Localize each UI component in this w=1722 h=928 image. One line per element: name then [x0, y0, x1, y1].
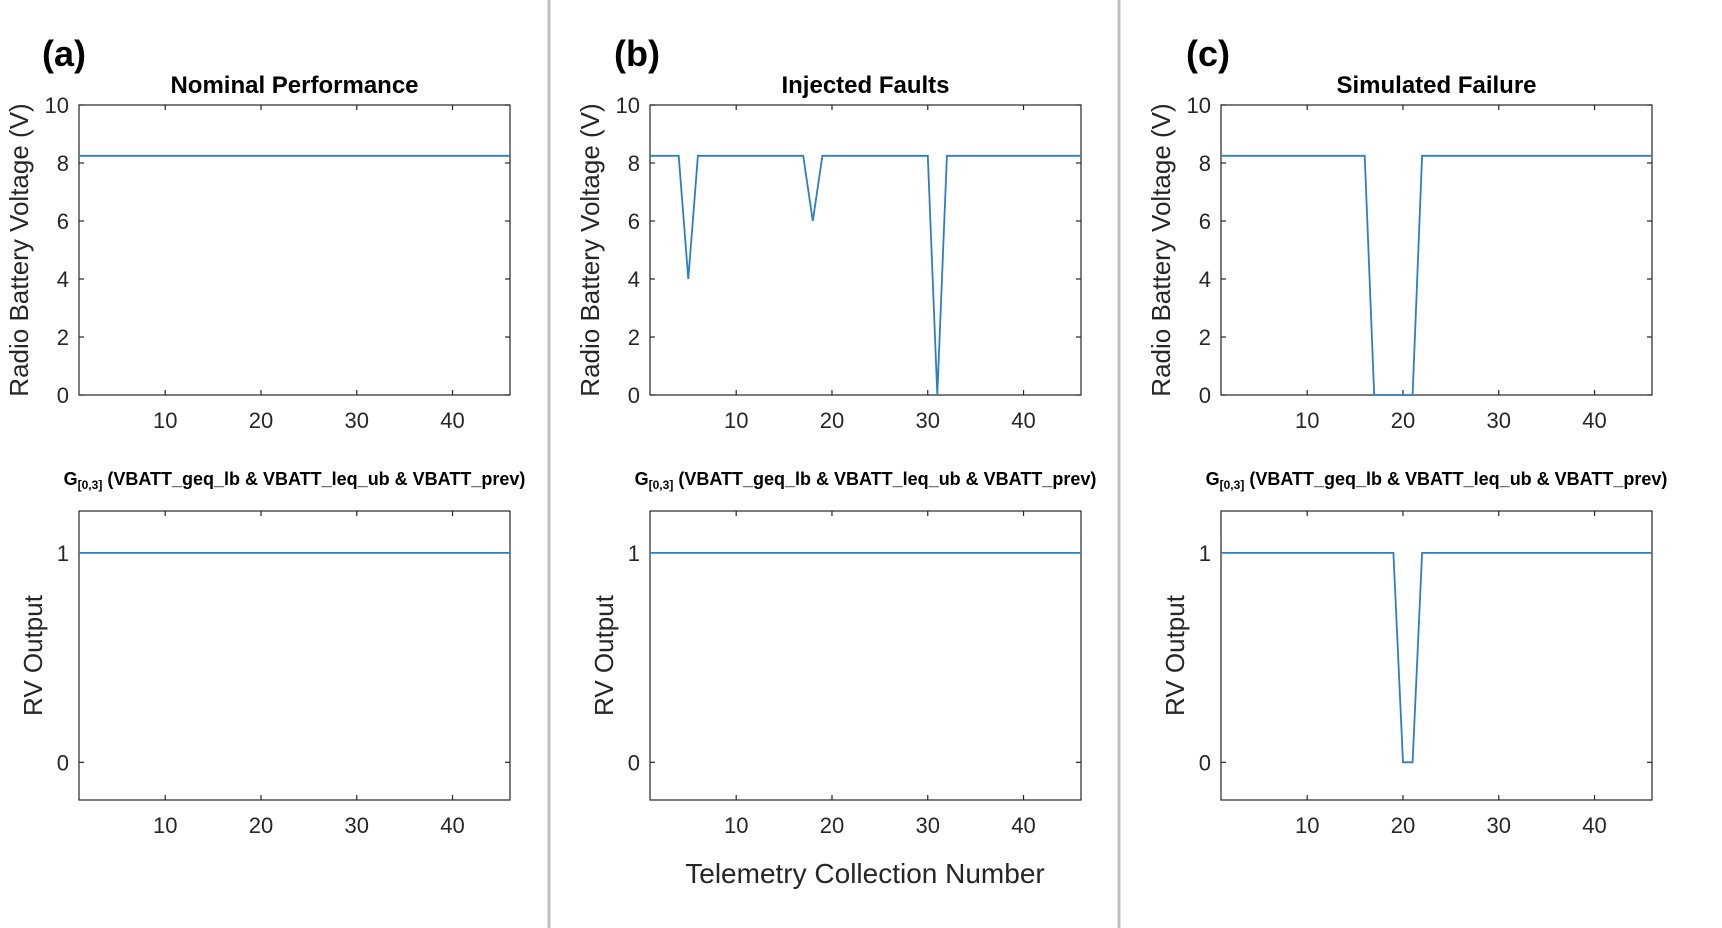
x-tick-label: 10	[1295, 813, 1319, 838]
voltage-chart-3: 10 20 30 40 0 2 4 6 8 10 Radio Battery Voltage (V)…	[1146, 33, 1653, 433]
x-tick-label: 30	[345, 408, 369, 433]
plot-area	[1220, 510, 1653, 801]
series-line	[1221, 154, 1652, 396]
y-axis-label: Radio Battery Voltage (V)	[575, 103, 605, 396]
y-tick-label: 4	[1199, 267, 1211, 292]
y-axis-label: RV Output	[18, 594, 48, 716]
plot-area	[1220, 104, 1653, 396]
x-tick-label: 30	[1487, 813, 1511, 838]
x-tick-label: 40	[1582, 813, 1606, 838]
figure-x-axis-label: Telemetry Collection Number	[685, 858, 1044, 889]
x-tick-label: 30	[916, 408, 940, 433]
y-tick-label: 2	[1199, 325, 1211, 350]
x-tick-label: 10	[724, 408, 748, 433]
x-tick-label: 20	[249, 408, 273, 433]
x-tick-label: 30	[1487, 408, 1511, 433]
rv-spec-subscript: [0,3]	[649, 478, 674, 492]
x-tick-label: 10	[724, 813, 748, 838]
rv-spec-subscript: [0,3]	[1220, 478, 1245, 492]
y-tick-label: 4	[57, 267, 69, 292]
rv-spec-formula: (VBATT_geq_lb & VBATT_leq_ub & VBATT_pre…	[102, 469, 525, 489]
panel-letter: (c)	[1186, 33, 1230, 74]
y-tick-label: 10	[616, 93, 640, 118]
panel-letter: (a)	[42, 33, 86, 74]
y-tick-label: 1	[1199, 541, 1211, 566]
y-tick-label: 2	[57, 325, 69, 350]
plot-area	[78, 510, 511, 801]
rv-output-chart-1: 10 20 30 40 0 1 RV Output G[0,3] (VBATT_geq_lb …	[18, 469, 525, 838]
plot-area	[78, 104, 511, 396]
plot-area	[649, 104, 1082, 396]
x-tick-label: 20	[1391, 813, 1415, 838]
x-tick-label: 40	[440, 813, 464, 838]
series-line	[650, 154, 1081, 396]
voltage-chart-2: 10 20 30 40 0 2 4 6 8 10 Radio Battery Voltage (V)…	[575, 33, 1082, 433]
rv-spec-operator: G	[64, 469, 78, 489]
panel-title: Simulated Failure	[1336, 72, 1536, 99]
y-axis-label: Radio Battery Voltage (V)	[1146, 103, 1176, 396]
x-tick-label: 10	[153, 408, 177, 433]
y-tick-label: 0	[1199, 750, 1211, 775]
y-tick-label: 2	[628, 325, 640, 350]
voltage-chart-1: 10 20 30 40 0 2 4 6 8 10 Radio Battery Voltage (V)…	[4, 33, 511, 433]
y-tick-label: 8	[57, 151, 69, 176]
y-tick-label: 6	[1199, 209, 1211, 234]
y-tick-label: 8	[1199, 151, 1211, 176]
x-tick-label: 20	[1391, 408, 1415, 433]
x-tick-label: 20	[249, 813, 273, 838]
x-tick-label: 40	[1582, 408, 1606, 433]
x-tick-label: 40	[1011, 408, 1035, 433]
rv-output-chart-2: 10 20 30 40 0 1 RV Output G[0,3] (VBATT_geq_lb …	[589, 469, 1096, 838]
plot-area	[649, 510, 1082, 801]
y-tick-label: 0	[628, 383, 640, 408]
y-tick-label: 10	[1187, 93, 1211, 118]
x-tick-label: 30	[345, 813, 369, 838]
panel-letter: (b)	[614, 33, 660, 74]
x-tick-label: 10	[153, 813, 177, 838]
panel-title: Injected Faults	[781, 72, 949, 99]
x-tick-label: 20	[820, 408, 844, 433]
y-tick-label: 4	[628, 267, 640, 292]
y-tick-label: 0	[1199, 383, 1211, 408]
rv-spec-operator: G	[1206, 469, 1220, 489]
panel-title: Nominal Performance	[170, 72, 418, 99]
y-tick-label: 6	[57, 209, 69, 234]
y-tick-label: 10	[45, 93, 69, 118]
x-tick-label: 40	[440, 408, 464, 433]
rv-spec-title: G[0,3] (VBATT_geq_lb & VBATT_leq_ub & VB…	[64, 469, 526, 492]
x-tick-label: 20	[820, 813, 844, 838]
y-tick-label: 0	[628, 750, 640, 775]
x-tick-label: 10	[1295, 408, 1319, 433]
rv-spec-formula: (VBATT_geq_lb & VBATT_leq_ub & VBATT_pre…	[1244, 469, 1667, 489]
y-tick-label: 6	[628, 209, 640, 234]
y-axis-label: Radio Battery Voltage (V)	[4, 103, 34, 396]
rv-spec-title: G[0,3] (VBATT_geq_lb & VBATT_leq_ub & VB…	[635, 469, 1097, 492]
rv-spec-operator: G	[635, 469, 649, 489]
y-tick-label: 0	[57, 383, 69, 408]
y-axis-label: RV Output	[589, 594, 619, 716]
rv-output-chart-3: 10 20 30 40 0 1 RV Output G[0,3] (VBATT_geq_lb …	[1160, 469, 1667, 838]
y-tick-label: 1	[57, 541, 69, 566]
rv-spec-formula: (VBATT_geq_lb & VBATT_leq_ub & VBATT_pre…	[673, 469, 1096, 489]
y-axis-label: RV Output	[1160, 594, 1190, 716]
x-tick-label: 40	[1011, 813, 1035, 838]
y-tick-label: 0	[57, 750, 69, 775]
rv-spec-subscript: [0,3]	[78, 478, 103, 492]
y-tick-label: 8	[628, 151, 640, 176]
rv-spec-title: G[0,3] (VBATT_geq_lb & VBATT_leq_ub & VB…	[1206, 469, 1668, 492]
series-line	[1221, 552, 1652, 764]
y-tick-label: 1	[628, 541, 640, 566]
x-tick-label: 30	[916, 813, 940, 838]
